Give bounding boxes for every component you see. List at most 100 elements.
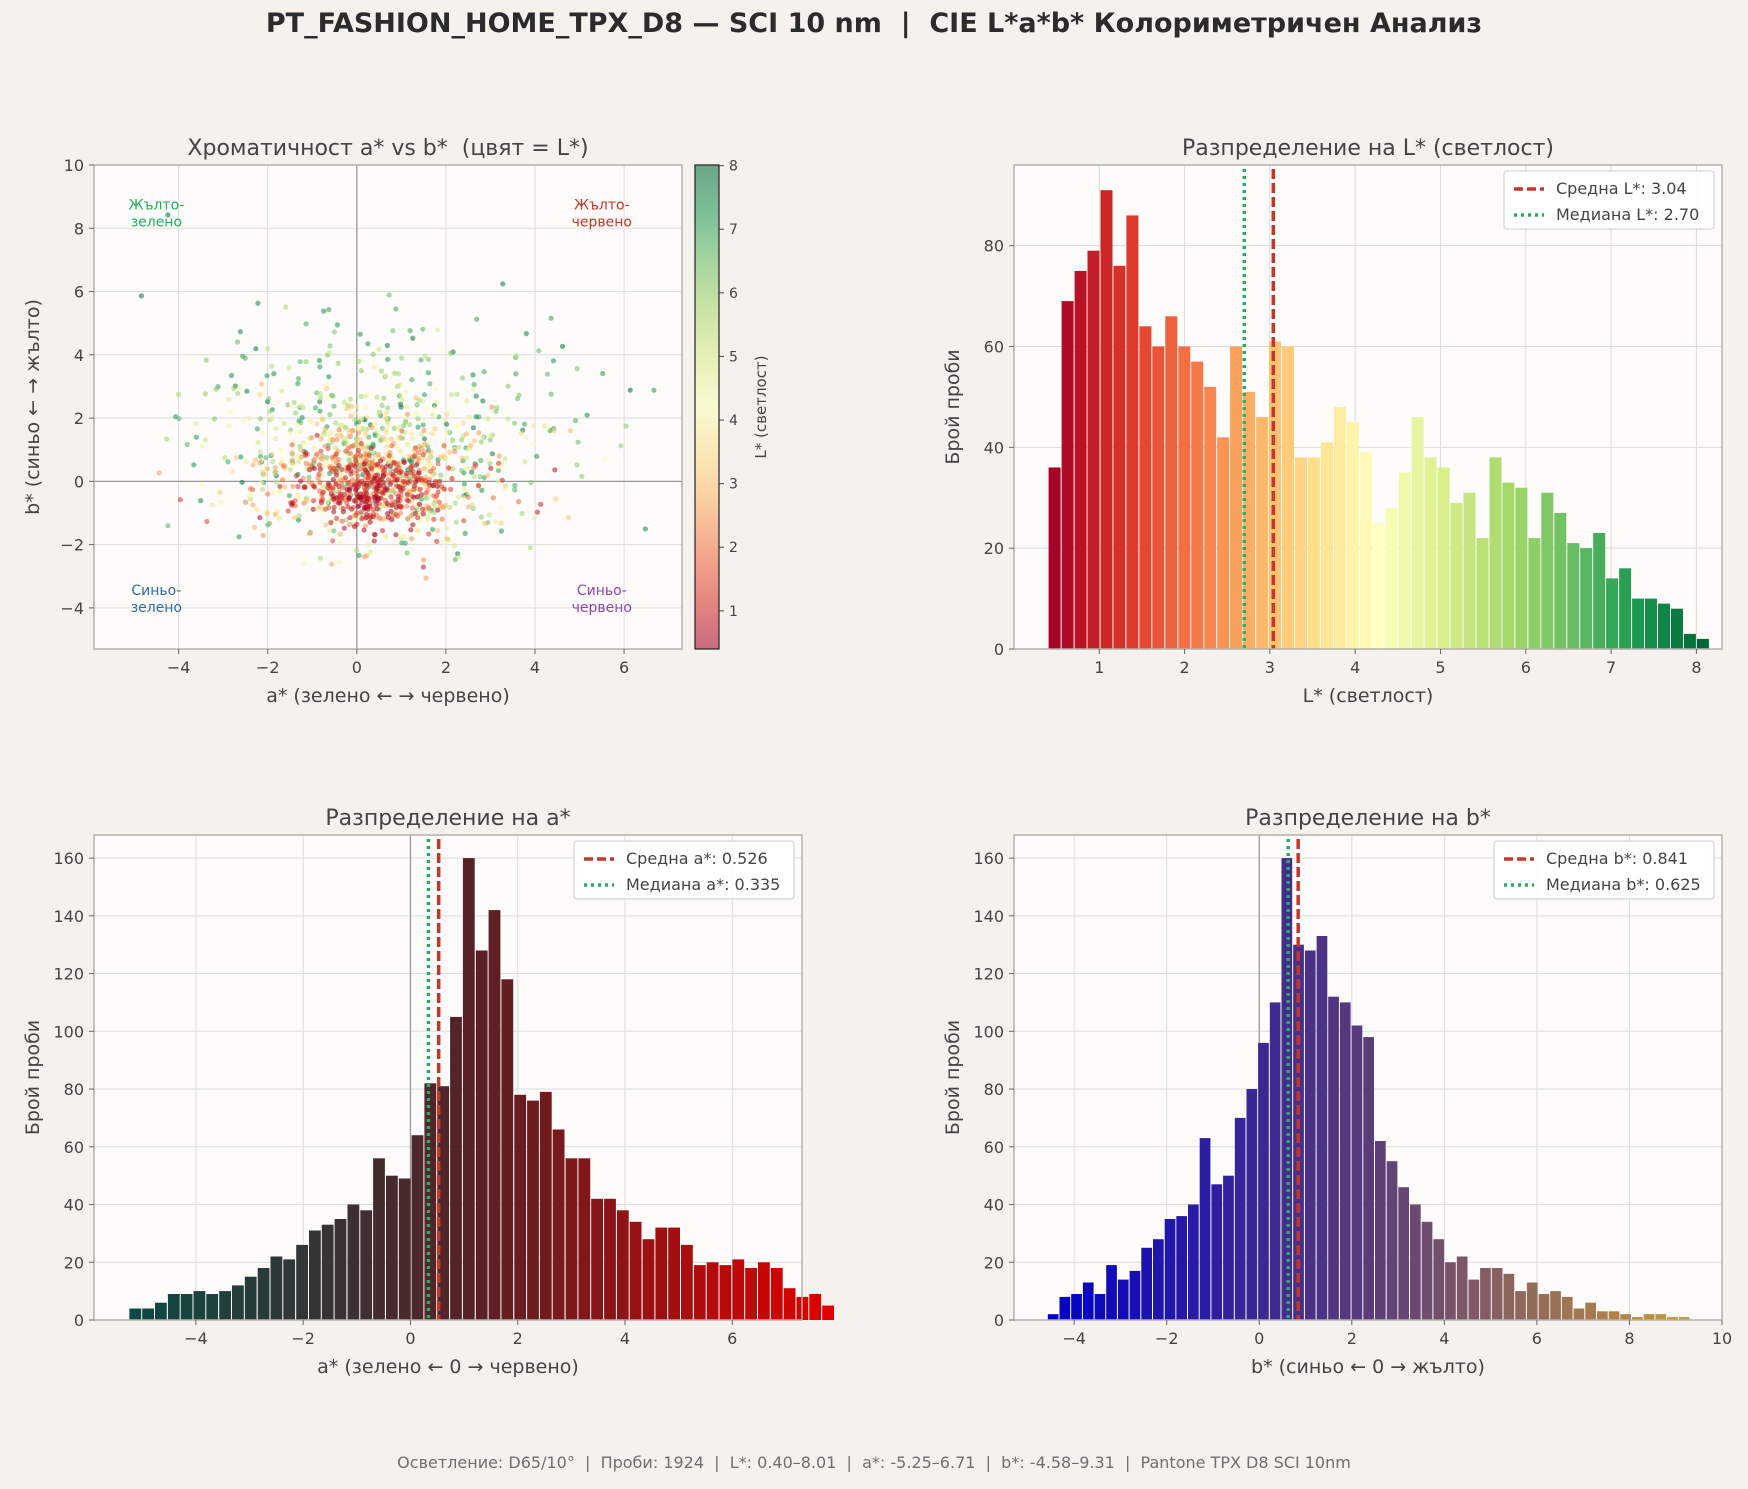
- scatter-point: [334, 322, 340, 328]
- ahist-bar: [386, 1175, 398, 1320]
- scatter-point: [461, 518, 467, 524]
- scatter-point: [358, 452, 364, 459]
- scatter-point: [481, 369, 487, 375]
- bhist-bar: [1223, 1175, 1234, 1320]
- bhist-bar: [1234, 1117, 1246, 1320]
- scatter-point: [285, 508, 291, 514]
- scatter-point: [369, 424, 375, 431]
- ahist-bar: [373, 1158, 385, 1320]
- scatter-point: [363, 432, 369, 438]
- scatter-point: [485, 416, 491, 422]
- lhist-bar: [1593, 533, 1606, 649]
- lhist-bar: [1295, 457, 1307, 649]
- bhist-bar: [1269, 1002, 1281, 1320]
- scatter-point: [384, 443, 390, 449]
- scatter-point: [239, 479, 245, 485]
- scatter-point: [412, 479, 419, 485]
- scatter-point: [327, 343, 333, 349]
- scatter-ytick-label: 8: [74, 219, 84, 238]
- scatter-point: [306, 531, 312, 537]
- scatter-point: [365, 542, 371, 548]
- ahist-bar: [565, 1158, 578, 1320]
- scatter-point: [548, 315, 554, 321]
- scatter-point: [374, 506, 380, 512]
- scatter-point: [358, 436, 364, 443]
- ahist-bar: [360, 1210, 373, 1320]
- figure-footer: Осветление: D65/10° | Проби: 1924 | L*: …: [397, 1453, 1351, 1472]
- scatter-point: [354, 403, 360, 409]
- scatter-point: [480, 398, 486, 404]
- scatter-point: [421, 427, 427, 434]
- scatter-point: [348, 506, 355, 512]
- scatter-point: [435, 327, 441, 333]
- scatter-point: [255, 300, 261, 306]
- scatter-point: [335, 500, 341, 506]
- ahist-bar: [244, 1276, 257, 1320]
- scatter-point: [534, 509, 541, 515]
- scatter-point: [379, 528, 386, 534]
- scatter-point: [394, 477, 400, 483]
- scatter-points: [138, 212, 657, 581]
- scatter-point: [422, 353, 428, 359]
- bhist-bar: [1211, 1184, 1223, 1320]
- lhist-bar: [1528, 538, 1541, 649]
- scatter-point: [365, 341, 371, 347]
- scatter-point: [352, 463, 358, 469]
- ahist-bar: [475, 950, 488, 1320]
- scatter-point: [419, 398, 426, 404]
- scatter-point: [333, 451, 339, 457]
- scatter-point: [462, 530, 468, 537]
- scatter-point: [378, 368, 385, 374]
- scatter-point: [287, 431, 293, 437]
- scatter-point: [408, 470, 414, 476]
- scatter-point: [447, 449, 453, 455]
- bhist-ytick-label: 60: [984, 1138, 1004, 1157]
- scatter-point: [362, 467, 368, 473]
- lhist-xtick-label: 3: [1265, 658, 1275, 677]
- scatter-point: [473, 393, 479, 399]
- scatter-point: [389, 502, 395, 508]
- scatter-point: [374, 394, 380, 400]
- scatter-point: [284, 475, 290, 482]
- scatter-point: [498, 520, 504, 526]
- ahist-bar: [591, 1198, 603, 1321]
- ahist-bar: [706, 1262, 719, 1320]
- scatter-point: [456, 554, 462, 560]
- scatter-point: [311, 445, 317, 451]
- scatter-point: [370, 351, 376, 357]
- scatter-point: [354, 510, 360, 516]
- lhist-bar: [1411, 417, 1424, 649]
- scatter-point: [433, 412, 439, 418]
- scatter-point: [263, 455, 269, 461]
- lhist-bar: [1152, 346, 1165, 649]
- scatter-point: [295, 403, 301, 409]
- scatter-point: [431, 516, 437, 522]
- scatter-point: [486, 512, 492, 518]
- scatter-point: [272, 465, 278, 471]
- scatter-point: [387, 481, 393, 487]
- scatter-point: [348, 468, 354, 474]
- bhist-xtick-label: 0: [1254, 1329, 1264, 1348]
- scatter-point: [469, 469, 475, 475]
- scatter-point: [257, 515, 263, 521]
- scatter-point: [326, 307, 332, 313]
- scatter-point: [444, 536, 450, 542]
- scatter-point: [375, 433, 381, 439]
- scatter-point: [281, 420, 287, 426]
- scatter-point: [193, 434, 199, 440]
- scatter-point: [361, 527, 367, 533]
- scatter-point: [375, 495, 381, 501]
- lhist-bar: [1554, 512, 1567, 649]
- bhist-bar: [1655, 1314, 1667, 1320]
- scatter-point: [277, 483, 283, 489]
- scatter-point: [498, 528, 504, 534]
- colorbar-tick-label: 8: [729, 159, 738, 175]
- scatter-point: [299, 454, 305, 460]
- figure-title: PT_FASHION_HOME_TPX_D8 — SCI 10 nm | CIE…: [265, 8, 1483, 39]
- scatter-point: [374, 461, 380, 468]
- scatter-point: [351, 497, 357, 504]
- scatter-point: [358, 368, 364, 374]
- scatter-point: [336, 462, 342, 469]
- scatter-point: [421, 436, 428, 442]
